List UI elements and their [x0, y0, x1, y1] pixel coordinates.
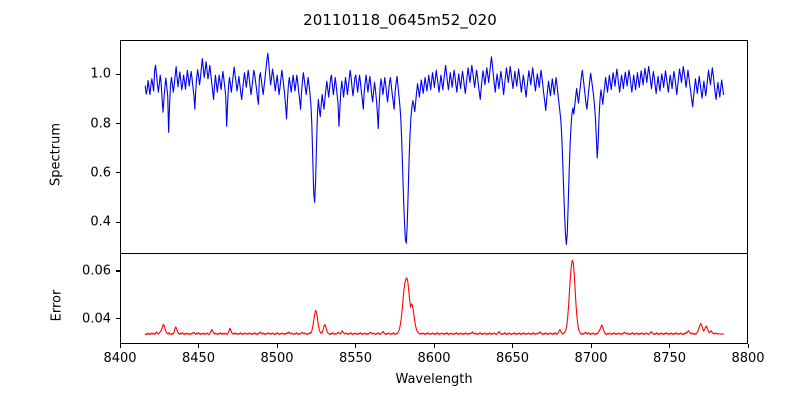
x-tick-mark	[669, 344, 671, 348]
x-tick-mark	[355, 344, 357, 348]
x-tick-label: 8550	[338, 351, 373, 366]
spectrum-ytick-mark	[116, 123, 120, 125]
x-tick-mark	[512, 344, 514, 348]
x-tick-label: 8650	[495, 351, 530, 366]
x-tick-mark	[198, 344, 200, 348]
spectrum-panel	[120, 40, 748, 254]
spectrum-line-plot	[144, 52, 725, 246]
error-ytick-mark	[116, 318, 120, 320]
x-tick-label: 8500	[260, 351, 294, 366]
spectrum-ytick-mark	[116, 172, 120, 174]
error-ytick-label: 0.06	[82, 263, 111, 279]
x-axis-label: Wavelength	[395, 372, 473, 387]
spectrum-ytick-label: 1.0	[90, 66, 111, 82]
error-line-plot	[144, 259, 725, 336]
x-tick-label: 8450	[181, 351, 216, 366]
x-tick-label: 8700	[574, 351, 608, 366]
x-tick-mark	[119, 344, 121, 348]
spectrum-ytick-label: 0.6	[90, 165, 111, 181]
error-ytick-label: 0.04	[82, 311, 111, 327]
x-tick-label: 8400	[103, 351, 137, 366]
spectrum-ytick-label: 0.8	[90, 116, 111, 132]
x-tick-label: 8750	[652, 351, 687, 366]
x-tick-mark	[276, 344, 278, 348]
x-tick-label: 8600	[417, 351, 451, 366]
x-tick-mark	[433, 344, 435, 348]
spectrum-ytick-label: 0.4	[90, 214, 111, 230]
x-tick-label: 8800	[731, 351, 765, 366]
x-tick-mark	[590, 344, 592, 348]
error-series-line	[144, 259, 725, 336]
spectrum-axis-label: Spectrum	[48, 123, 64, 186]
spectrum-ytick-mark	[116, 221, 120, 223]
spectrum-ytick-mark	[116, 73, 120, 76]
spectrum-series-line	[144, 52, 725, 246]
x-tick-mark	[747, 344, 749, 348]
page-title: 20110118_0645m52_020	[303, 11, 497, 29]
error-panel	[120, 253, 748, 344]
error-ytick-mark	[116, 270, 120, 272]
